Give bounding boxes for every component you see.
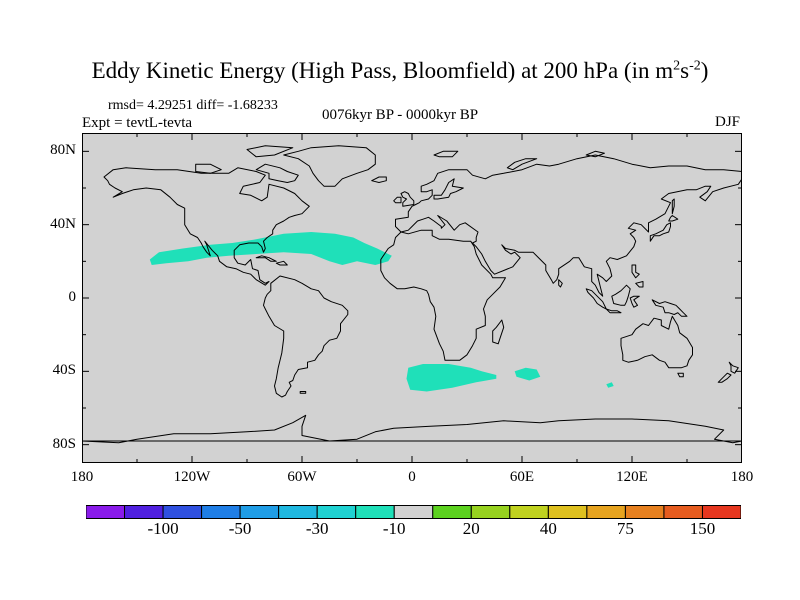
colorbar-swatch <box>432 505 472 519</box>
coastline-scandinavia-baltic <box>433 178 464 200</box>
coastline-sri-lanka <box>558 279 563 288</box>
coastline-novaya-zemlya <box>506 158 538 171</box>
y-tick-label: 40N <box>50 215 76 232</box>
anomaly-region-south-atlantic-indian-patch <box>406 364 497 392</box>
colorbar-swatch <box>509 505 549 519</box>
coastline-iceland <box>371 176 387 183</box>
coastline-svalbard <box>433 150 459 158</box>
y-tick-label: 80S <box>52 435 76 452</box>
coastline-africa <box>380 229 506 361</box>
anomaly-fill-layer <box>149 232 614 392</box>
coastline-eurasia <box>395 154 742 297</box>
coastline-new-zealand-south <box>717 372 732 383</box>
x-tick-label: 120E <box>616 469 648 485</box>
colorbar-swatch <box>278 505 318 519</box>
colorbar-label: 40 <box>539 519 557 538</box>
colorbar-label: -30 <box>305 519 329 538</box>
colorbar <box>86 505 741 519</box>
colorbar-swatch <box>239 505 280 519</box>
plot-title-sup2: -2 <box>689 58 701 74</box>
coastline-severnaya-zemlya <box>585 150 605 158</box>
colorbar-swatch <box>355 505 395 519</box>
coastline-tasmania <box>677 372 684 378</box>
map-background <box>82 133 742 463</box>
anomaly-region-southern-indian-speck <box>606 382 614 388</box>
colorbar-swatch <box>162 505 203 519</box>
coastline-hokkaido <box>668 215 679 222</box>
colorbar-label: -100 <box>147 519 179 538</box>
coastline-falklands <box>299 391 307 394</box>
coastline-hispaniola <box>275 260 288 266</box>
plot-title-end: ) <box>700 58 709 83</box>
coastline-sakhalin <box>671 198 675 215</box>
coastline-cuba <box>255 255 277 262</box>
coastline-south-america <box>263 275 349 398</box>
colorbar-swatch <box>586 505 626 519</box>
coastline-philippines <box>631 264 640 279</box>
map-frame <box>82 133 742 463</box>
colorbar-swatch <box>86 505 126 519</box>
rmsd-diff-stats: rmsd= 4.29251 diff= -1.68233 <box>108 98 278 113</box>
x-tick-label: 120W <box>173 469 211 485</box>
coastline-new-zealand-north <box>728 361 739 374</box>
x-tick-label: 0 <box>408 469 416 485</box>
coastline-layer <box>82 145 742 444</box>
coastline-victoria-island <box>195 163 222 174</box>
colorbar-swatch <box>701 505 741 519</box>
coastline-borneo <box>611 284 631 306</box>
colorbar-swatch <box>470 505 511 519</box>
coastline-ellesmere-island <box>246 145 294 158</box>
plot-title-mid: s <box>680 58 690 83</box>
season-label: DJF <box>714 114 740 130</box>
colorbar-swatch <box>663 505 703 519</box>
y-tick-label: 40S <box>52 362 76 379</box>
y-tick-label: 80N <box>50 142 76 159</box>
colorbar-swatch <box>201 505 241 519</box>
plot-title-sup1: 2 <box>673 58 681 74</box>
colorbar-swatch <box>393 505 434 519</box>
colorbar-label: -50 <box>228 519 252 538</box>
coastline-north-america <box>103 167 310 286</box>
x-tick-label: 60E <box>509 469 535 485</box>
experiment-label: Expt = tevtL-tevta <box>82 115 193 131</box>
anomaly-region-north-atlantic-pacific-band <box>149 232 392 265</box>
x-tick-label: 180 <box>730 469 754 485</box>
coastline-ireland <box>393 196 402 204</box>
y-tick-label: 0 <box>68 289 77 305</box>
coastline-sumatra <box>585 288 607 310</box>
x-tick-label: 180 <box>70 469 94 485</box>
colorbar-label: -10 <box>382 519 406 538</box>
coastline-british-isles <box>400 191 415 207</box>
map-panel <box>82 133 742 463</box>
coastline-japan <box>649 222 671 242</box>
plot-title-text: Eddy Kinetic Energy (High Pass, Bloomfie… <box>91 58 674 83</box>
colorbar-swatch <box>547 505 588 519</box>
coastline-sulawesi <box>629 295 640 308</box>
colorbar-swatch <box>624 505 665 519</box>
x-tick-label: 60W <box>287 469 317 485</box>
colorbar-swatch <box>124 505 164 519</box>
plot-title: Eddy Kinetic Energy (High Pass, Bloomfie… <box>0 58 800 84</box>
colorbar-label: 20 <box>462 519 480 538</box>
coastline-madagascar <box>492 319 505 345</box>
anomaly-region-indian-ocean-patch <box>514 367 541 381</box>
coastline-java <box>605 308 622 314</box>
coastline-greenland <box>283 145 376 187</box>
coastline-baffin-island <box>255 163 299 183</box>
coastline-antarctica <box>82 414 742 444</box>
colorbar-label: 75 <box>616 519 634 538</box>
period-label: 0076kyr BP - 0000kyr BP <box>321 107 479 123</box>
coastline-new-guinea <box>651 299 688 317</box>
coastline-australia <box>620 315 693 369</box>
coastline-mindanao <box>635 281 644 288</box>
colorbar-label: 150 <box>689 519 716 538</box>
colorbar-swatch <box>316 505 357 519</box>
